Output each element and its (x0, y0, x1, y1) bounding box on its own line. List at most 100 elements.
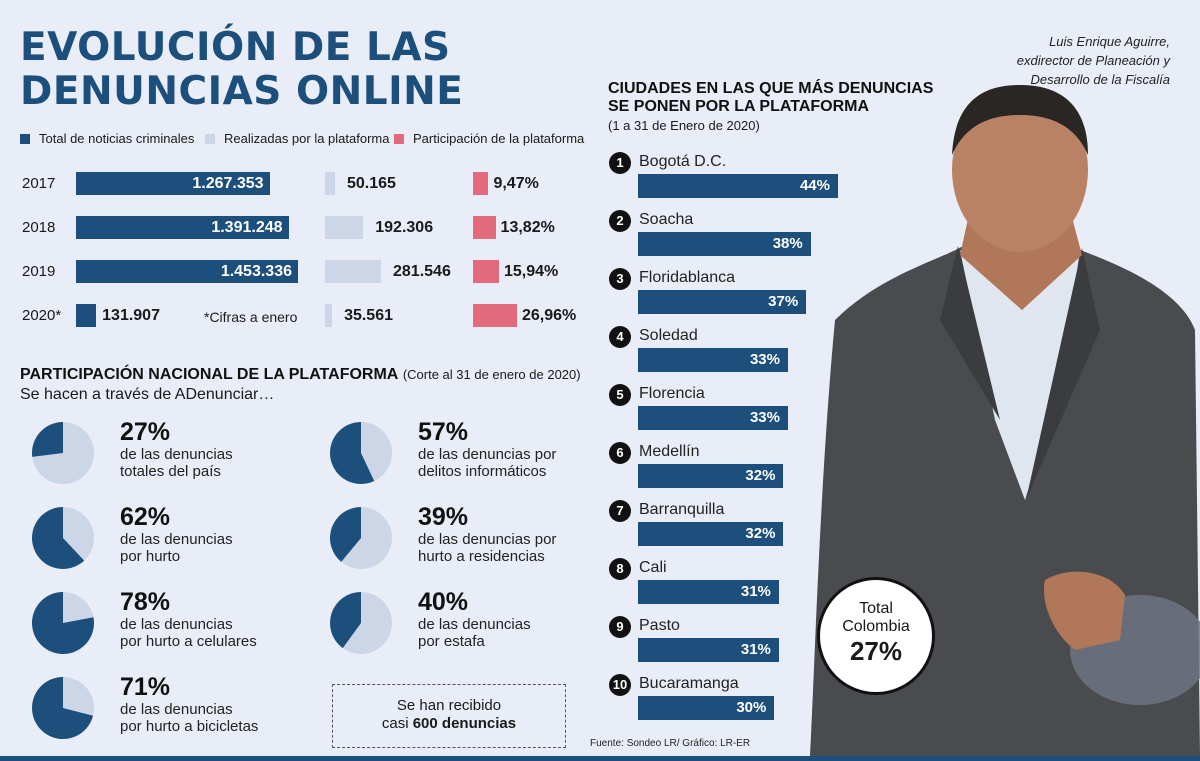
pie-value-slice (31, 592, 94, 654)
pie-label-line-2: por hurto a celulares (120, 633, 257, 650)
city-bar: 33% (638, 406, 788, 430)
city-name: Bucaramanga (639, 675, 739, 692)
city-bar: 33% (638, 348, 788, 372)
pie-label-line-2: delitos informáticos (418, 463, 547, 480)
platform-bar (325, 172, 335, 195)
pie-chart (330, 592, 392, 654)
title-line-1: EVOLUCIÓN DE LAS (20, 25, 451, 70)
platform-bar (325, 304, 333, 327)
legend-swatch-red (394, 133, 404, 144)
pie-chart (31, 422, 94, 484)
legend-label: Total de noticias criminales (39, 131, 195, 146)
pie-percent: 62% (120, 503, 171, 531)
total-bar: 1.391.248 (76, 216, 289, 239)
page-title: EVOLUCIÓN DE LAS DENUNCIAS ONLINE (20, 26, 463, 114)
pie-chart (32, 507, 94, 569)
source-note: Fuente: Sondeo LR/ Gráfico: LR-ER (590, 738, 751, 749)
platform-bar (325, 260, 381, 283)
pie-label-line-2: por estafa (418, 633, 485, 650)
legend-swatch-light (205, 133, 215, 144)
legend-total: Total de noticias criminales (20, 131, 194, 146)
city-rank-badge: 2 (609, 210, 631, 232)
total-value: 27% (849, 636, 903, 666)
national-title: PARTICIPACIÓN NACIONAL DE LA PLATAFORMA (20, 366, 399, 383)
share-bar (473, 260, 499, 283)
platform-bar-value: 50.165 (346, 175, 396, 192)
year-label: 2018 (22, 219, 56, 236)
city-rank-badge: 10 (609, 674, 631, 696)
pie-label-line-1: de las denuncias (418, 616, 531, 633)
pie-label-line-1: de las denuncias (120, 701, 233, 718)
legend-swatch-dark (20, 133, 30, 144)
pie-value-slice (330, 592, 361, 649)
city-bar: 32% (638, 522, 784, 546)
city-bar: 31% (638, 638, 779, 662)
platform-bar (325, 216, 364, 239)
pie-chart (329, 507, 392, 569)
hair-shape (952, 85, 1088, 155)
year-label: 2020* (22, 307, 62, 324)
city-name: Barranquilla (639, 501, 725, 518)
city-bar: 32% (638, 464, 784, 488)
pie-label-line-2: por hurto a bicicletas (120, 718, 259, 735)
legend-platform: Realizadas por la plataforma (205, 131, 389, 146)
pie-chart (330, 422, 392, 484)
received-line-2: casi 600 denuncias (333, 715, 565, 733)
received-note: Se han recibido casi 600 denuncias (332, 684, 566, 748)
share-bar-value: 9,47% (493, 175, 539, 192)
total-line-2: Colombia (842, 618, 910, 635)
city-name: Medellín (639, 443, 700, 460)
lapel-left (940, 246, 1000, 420)
pie-value-slice (32, 507, 85, 569)
pie-value-slice (329, 507, 361, 562)
city-name: Pasto (639, 617, 680, 634)
city-bar: 30% (638, 696, 775, 720)
caption-line-3: Desarrollo de la Fiscalía (1030, 72, 1170, 87)
pie-percent: 40% (418, 588, 469, 616)
caption-line-1: Luis Enrique Aguirre, (1049, 34, 1170, 49)
pie-label-line-1: de las denuncias por (418, 446, 557, 463)
share-bar-value: 13,82% (500, 219, 555, 236)
cities-title-line-2: SE PONEN POR LA PLATAFORMA (608, 98, 870, 115)
city-rank-badge: 4 (609, 326, 631, 348)
pie-percent: 39% (418, 503, 469, 531)
city-rank-badge: 5 (609, 384, 631, 406)
pie-label-line-1: de las denuncias (120, 616, 233, 633)
platform-bar-value: 192.306 (375, 219, 434, 236)
total-bar: 1.453.336 (76, 260, 298, 283)
share-bar-value: 26,96% (522, 307, 577, 324)
bottom-rule (0, 756, 1200, 761)
city-name: Soledad (639, 327, 698, 344)
city-bar: 44% (638, 174, 838, 198)
person-photo (810, 85, 1200, 756)
city-name: Florencia (639, 385, 705, 402)
total-bar-value: 131.907 (102, 307, 160, 324)
pie-label-line-1: de las denuncias por (418, 531, 557, 548)
city-rank-badge: 3 (609, 268, 631, 290)
platform-bar-value: 35.561 (344, 307, 393, 324)
pie-percent: 71% (120, 673, 171, 701)
share-bar (473, 172, 489, 195)
city-name: Bogotá D.C. (639, 153, 727, 170)
head-shape (952, 88, 1088, 252)
pie-percent: 78% (120, 588, 171, 616)
legend-label: Realizadas por la plataforma (224, 131, 390, 146)
cities-period: (1 a 31 de Enero de 2020) (608, 118, 760, 133)
note-2020: *Cifras a enero (204, 309, 298, 325)
shirt-shape (960, 250, 1080, 500)
city-name: Soacha (639, 211, 694, 228)
share-bar-value: 15,94% (504, 263, 559, 280)
year-label: 2019 (22, 263, 56, 280)
pie-value-slice (330, 422, 375, 484)
legend-share: Participación de la plataforma (394, 131, 584, 146)
pie-chart (32, 677, 94, 739)
share-bar (473, 216, 496, 239)
platform-bar-value: 281.546 (393, 263, 451, 280)
share-bar (473, 304, 517, 327)
national-section-header: PARTICIPACIÓN NACIONAL DE LA PLATAFORMA … (20, 366, 581, 384)
pie-label-line-1: de las denuncias (120, 446, 233, 463)
city-bar: 38% (638, 232, 811, 256)
city-rank-badge: 9 (609, 616, 631, 638)
pie-label-line-2: totales del país (120, 463, 221, 480)
total-bar: 1.267.353 (76, 172, 270, 195)
